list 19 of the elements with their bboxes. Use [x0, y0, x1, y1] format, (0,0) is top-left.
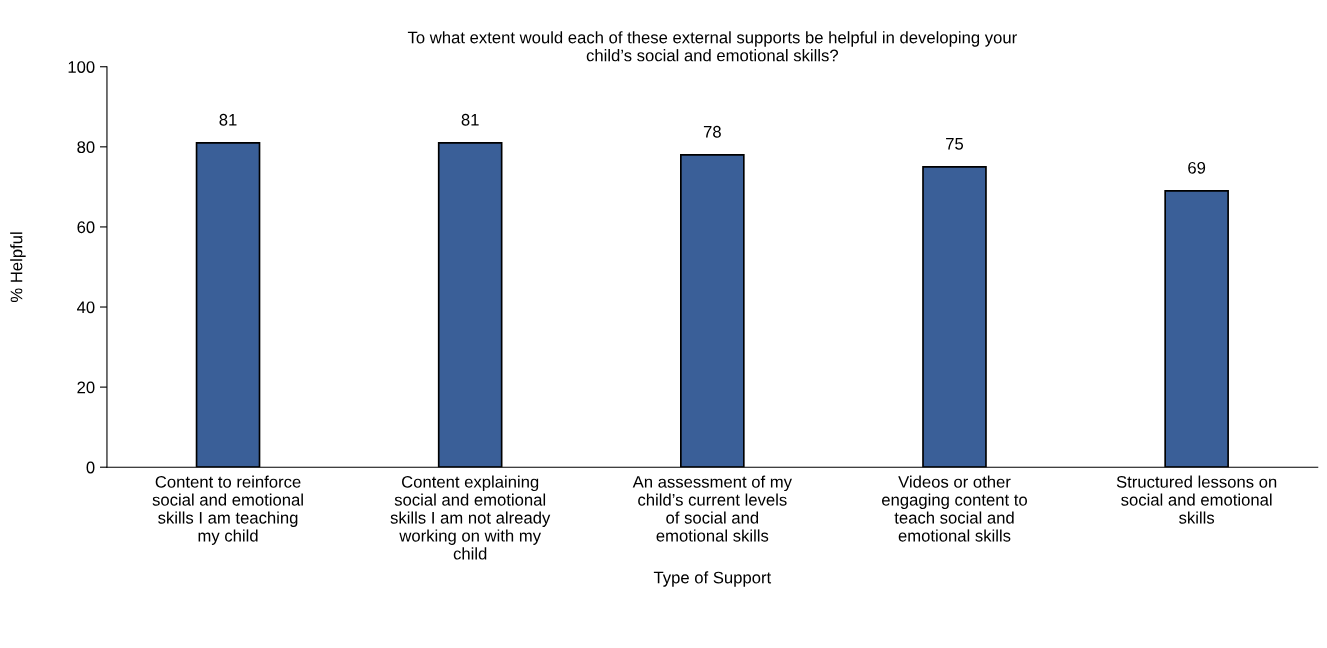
- x-axis-title: Type of Support: [653, 571, 772, 587]
- chart-title: To what extent would each of these external supports be helpful in developing your child’s social and emotional skills?: [407, 31, 1017, 62]
- data-label: 78: [703, 125, 721, 138]
- y-tick-label: 100: [68, 61, 95, 73]
- x-tick-label: Structured lessons on social and emotional skills: [1116, 475, 1277, 524]
- y-tick-label: 80: [77, 141, 95, 154]
- y-tick-label: 40: [77, 301, 95, 314]
- data-label: 75: [946, 138, 964, 150]
- data-label: 81: [219, 113, 237, 126]
- x-tick-label: Content to reinforce social and emotional skills I am teaching my child: [152, 475, 303, 545]
- y-tick-label: 60: [77, 221, 95, 234]
- data-label: 69: [1188, 161, 1206, 174]
- y-tick-label: 20: [77, 381, 95, 394]
- x-tick-label: Content explaining social and emotional skills I am not already working on with my child: [390, 475, 551, 560]
- data-label: 81: [461, 113, 479, 126]
- y-tick-label: 0: [86, 461, 95, 474]
- y-axis-title: % Helpful: [10, 232, 26, 303]
- x-tick-label: Videos or other engaging content to teach social and emotional skills: [881, 475, 1027, 542]
- x-tick-label: An assessment of my child’s current levels of social and emotional skills: [632, 475, 792, 542]
